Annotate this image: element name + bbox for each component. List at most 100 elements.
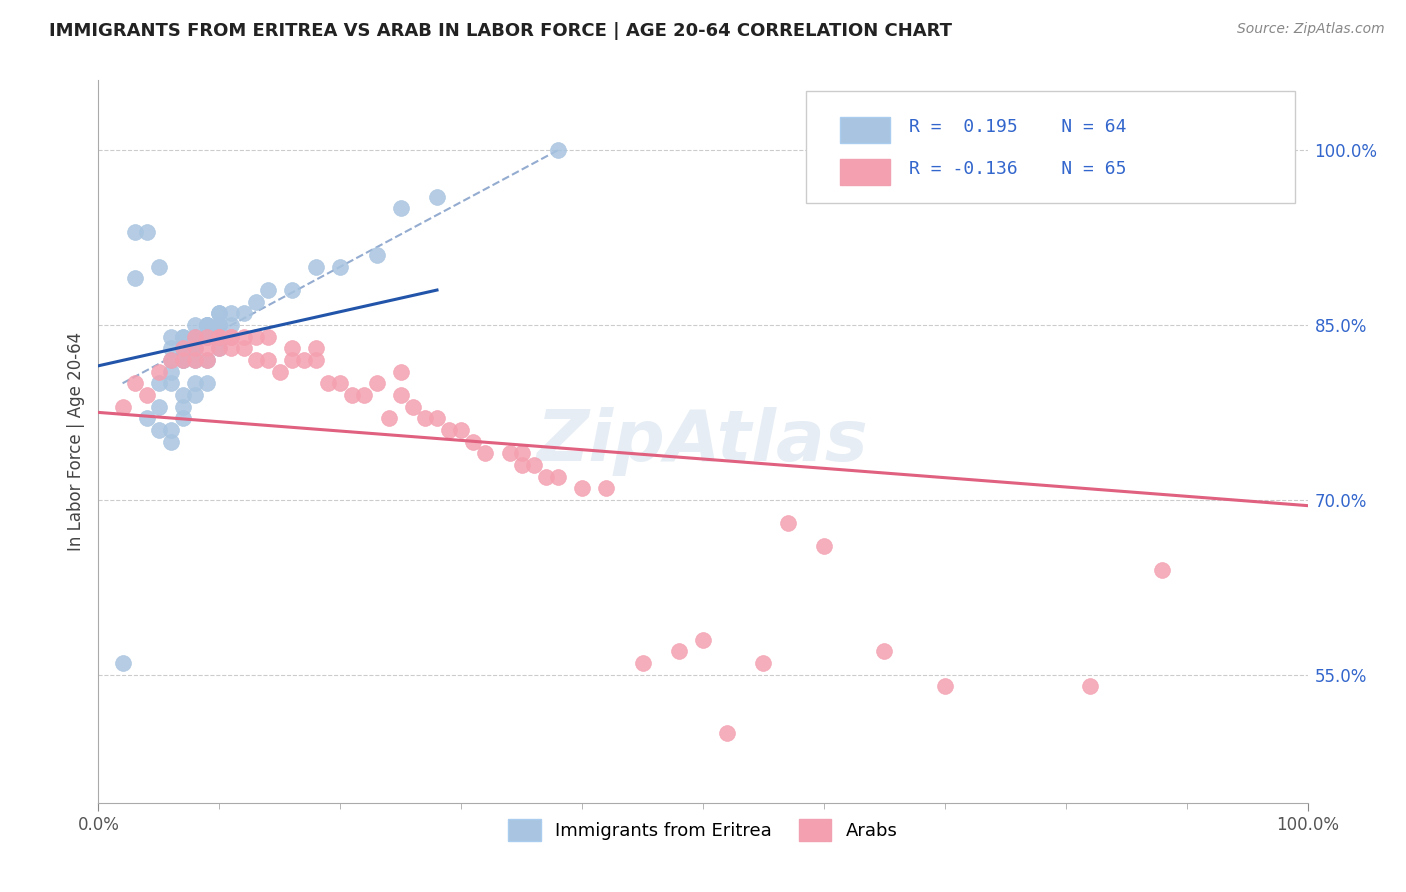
Point xyxy=(305,353,328,368)
Point xyxy=(510,458,533,472)
Point xyxy=(377,411,399,425)
Point xyxy=(184,341,207,355)
Point xyxy=(184,329,207,343)
Text: Source: ZipAtlas.com: Source: ZipAtlas.com xyxy=(1237,22,1385,37)
Point xyxy=(571,481,593,495)
Point xyxy=(184,318,207,332)
Point xyxy=(245,353,267,368)
Point xyxy=(305,341,328,355)
Point xyxy=(195,329,218,343)
Point xyxy=(232,329,254,343)
Point xyxy=(124,225,146,239)
Point xyxy=(256,329,278,343)
Point xyxy=(184,329,207,343)
Point xyxy=(195,329,218,343)
Point xyxy=(111,656,134,670)
Point xyxy=(172,341,194,355)
Y-axis label: In Labor Force | Age 20-64: In Labor Force | Age 20-64 xyxy=(66,332,84,551)
Point xyxy=(172,341,194,355)
Point xyxy=(160,341,183,355)
Point xyxy=(135,411,157,425)
Point xyxy=(184,388,207,402)
Point xyxy=(195,318,218,332)
Point xyxy=(437,423,460,437)
Point xyxy=(172,329,194,343)
Point xyxy=(208,318,231,332)
Point xyxy=(184,329,207,343)
Point xyxy=(389,365,412,379)
Point xyxy=(329,260,352,274)
Point xyxy=(208,306,231,320)
Point xyxy=(1078,679,1101,693)
Point xyxy=(160,365,183,379)
Point xyxy=(402,400,425,414)
Point xyxy=(873,644,896,658)
Point xyxy=(426,411,449,425)
Point xyxy=(426,190,449,204)
Point xyxy=(366,248,388,262)
Point xyxy=(305,260,328,274)
Point xyxy=(208,329,231,343)
Point xyxy=(160,376,183,391)
Point xyxy=(413,411,436,425)
Point xyxy=(776,516,799,530)
Point xyxy=(316,376,339,391)
Point xyxy=(534,469,557,483)
Point xyxy=(195,318,218,332)
Point xyxy=(281,353,304,368)
Point xyxy=(547,469,569,483)
Point xyxy=(160,353,183,368)
Point xyxy=(135,388,157,402)
Point xyxy=(245,329,267,343)
Point xyxy=(160,353,183,368)
Point xyxy=(595,481,617,495)
Point xyxy=(1152,563,1174,577)
Point xyxy=(208,341,231,355)
FancyBboxPatch shape xyxy=(806,91,1295,203)
Point xyxy=(184,329,207,343)
Point xyxy=(172,341,194,355)
Point xyxy=(342,388,364,402)
Point xyxy=(148,365,170,379)
Point xyxy=(208,329,231,343)
FancyBboxPatch shape xyxy=(839,160,890,185)
FancyBboxPatch shape xyxy=(839,118,890,143)
Point xyxy=(172,388,194,402)
Point xyxy=(221,306,243,320)
Point xyxy=(184,341,207,355)
Point xyxy=(474,446,496,460)
Point xyxy=(366,376,388,391)
Point xyxy=(160,329,183,343)
Point xyxy=(463,434,485,449)
Point xyxy=(498,446,520,460)
Point xyxy=(195,353,218,368)
Point xyxy=(221,341,243,355)
Point xyxy=(245,294,267,309)
Point xyxy=(184,353,207,368)
Point xyxy=(172,341,194,355)
Point xyxy=(124,271,146,285)
Point xyxy=(232,341,254,355)
Point xyxy=(195,318,218,332)
Point xyxy=(281,283,304,297)
Point xyxy=(631,656,654,670)
Point xyxy=(172,353,194,368)
Point xyxy=(692,632,714,647)
Point xyxy=(329,376,352,391)
Point xyxy=(124,376,146,391)
Point xyxy=(523,458,546,472)
Point xyxy=(195,376,218,391)
Point xyxy=(195,318,218,332)
Point xyxy=(281,341,304,355)
Point xyxy=(148,400,170,414)
Point xyxy=(934,679,956,693)
Point xyxy=(510,446,533,460)
Point xyxy=(172,353,194,368)
Point xyxy=(148,260,170,274)
Point xyxy=(172,400,194,414)
Point xyxy=(135,225,157,239)
Point xyxy=(195,341,218,355)
Point xyxy=(184,376,207,391)
Point xyxy=(221,329,243,343)
Point xyxy=(195,329,218,343)
